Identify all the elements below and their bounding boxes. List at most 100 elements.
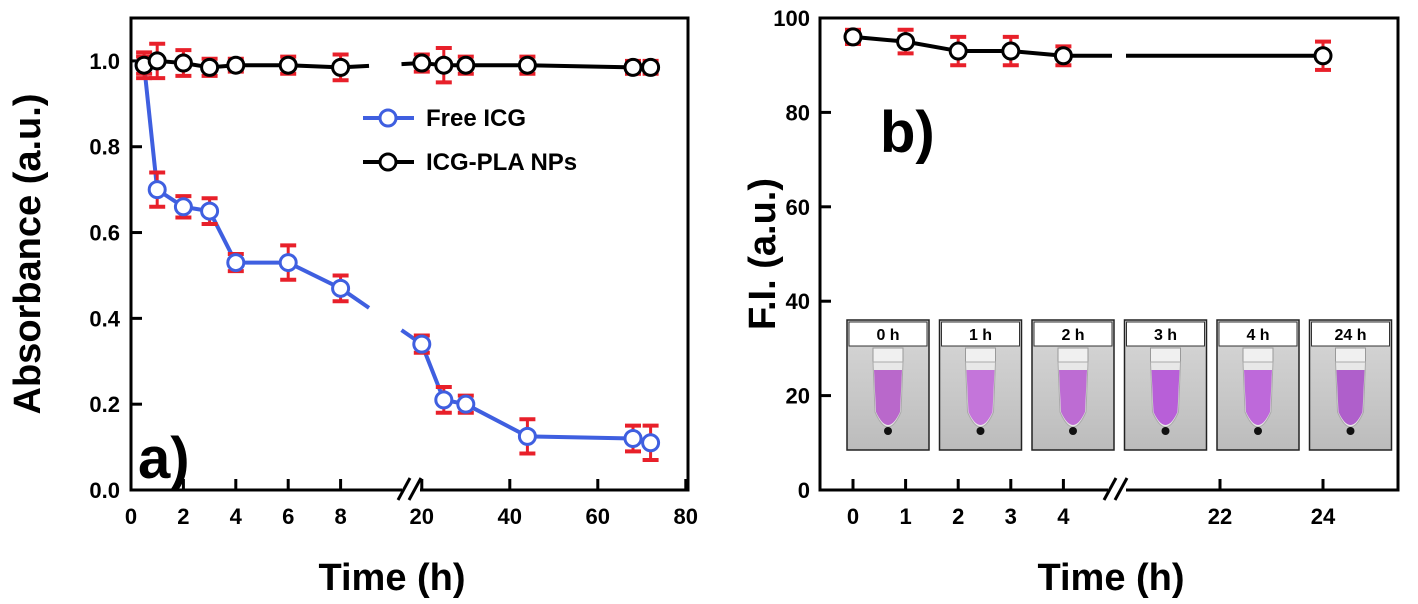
panel-a-y-ticks: 0.0 0.2 0.4 0.6 0.8 1.0: [89, 49, 142, 503]
data-point: [226, 55, 246, 75]
legend-label-free-icg: Free ICG: [426, 105, 526, 132]
y-tick-label: 1.0: [89, 49, 120, 74]
inset-tube-photo: 1 h: [938, 319, 1023, 451]
y-tick-label: 40: [786, 289, 810, 314]
data-point: [278, 253, 298, 273]
tube-liquid: [1059, 370, 1087, 425]
tube-pellet: [976, 427, 985, 435]
data-point: [641, 433, 661, 453]
tube-liquid: [874, 370, 902, 425]
data-point: [147, 180, 167, 200]
data-point: [1313, 46, 1333, 66]
panel-a-frame: [129, 16, 690, 492]
tube-pellet: [884, 427, 892, 435]
panel-b-axis-break-mark: [1113, 477, 1129, 501]
legend-marker-icg-pla-nps: [378, 152, 398, 172]
data-point: [948, 41, 968, 61]
y-tick-label: 20: [786, 384, 810, 409]
panel-a-axis-break-mark: [407, 477, 423, 501]
tube-label-box: [1218, 321, 1298, 347]
x-tick-label: 8: [334, 504, 346, 529]
y-tick-label: 0.0: [89, 478, 120, 503]
data-point: [200, 57, 220, 77]
inset-tube-photo: 4 h: [1216, 319, 1300, 451]
x-tick-label: 4: [1057, 504, 1070, 529]
data-point: [278, 55, 298, 75]
tube-liquid: [1151, 370, 1180, 425]
x-tick-label: 40: [498, 504, 522, 529]
data-point: [517, 55, 537, 75]
data-point: [412, 334, 432, 354]
y-tick-label: 0: [798, 478, 810, 503]
tube-label: 3 h: [1154, 327, 1177, 344]
x-tick-label: 6: [282, 504, 294, 529]
y-tick-label: 0.6: [89, 221, 120, 246]
panel-b: 0 20 40 60 80 100 0 1 2 3 4 22 24 0 h 1 h 2 h 3 h 4 h 24…: [742, 6, 1400, 599]
data-point: [412, 53, 432, 73]
legend-marker-free-icg: [378, 108, 398, 128]
data-point: [456, 394, 476, 414]
tube-cap: [1150, 347, 1181, 363]
data-point: [331, 278, 351, 298]
legend-label-icg-pla-nps: ICG-PLA NPs: [426, 149, 577, 176]
tube-label: 24 h: [1334, 327, 1366, 344]
data-point: [843, 27, 863, 47]
series-fi: [843, 27, 1333, 72]
tube-label: 0 h: [876, 327, 899, 344]
series-icg-pla-nps: [134, 41, 661, 85]
data-point: [641, 57, 661, 77]
panel-b-label: b): [880, 100, 935, 165]
data-point: [623, 57, 643, 77]
panel-a: 0.0 0.2 0.4 0.6 0.8 1.0 0 2 4 6 8 20 40 60 80 Time (h…: [7, 16, 698, 599]
x-tick-label: 2: [952, 504, 964, 529]
panel-a-x-ticks: 0 2 4 6 8 20 40 60 80: [125, 479, 698, 529]
series-line: [419, 343, 652, 445]
tube-label-box: [941, 321, 1020, 347]
y-tick-label: 100: [773, 6, 810, 31]
tube-pellet: [1346, 427, 1355, 435]
data-point: [434, 390, 454, 410]
tube-pellet: [1069, 427, 1077, 435]
panel-a-legend: Free ICG ICG-PLA NPs: [363, 105, 577, 176]
y-tick-label: 0.4: [89, 306, 120, 331]
panel-a-series: [134, 41, 661, 462]
tube-liquid: [1336, 370, 1365, 425]
x-tick-label: 80: [674, 504, 698, 529]
data-point: [623, 429, 643, 449]
panel-b-y-axis-title: F.I. (a.u.): [742, 178, 784, 330]
data-point: [173, 197, 193, 217]
tube-liquid: [966, 370, 995, 425]
tube-cap: [872, 347, 904, 363]
data-point: [173, 53, 193, 73]
tube-pellet: [1161, 427, 1170, 435]
data-point: [456, 55, 476, 75]
y-tick-label: 60: [786, 195, 810, 220]
panel-b-series: [843, 27, 1333, 72]
tube-label-box: [848, 321, 928, 347]
x-tick-label: 3: [1005, 504, 1017, 529]
panel-b-axis-break-mark: [1102, 477, 1118, 501]
tube-label: 2 h: [1061, 327, 1084, 344]
panel-a-axis-break-mark: [396, 477, 412, 501]
x-tick-label: 22: [1208, 504, 1232, 529]
inset-tube-photo: 24 h: [1308, 319, 1393, 451]
tube-label-box: [1311, 321, 1390, 347]
inset-tube-photo: 0 h: [846, 319, 930, 451]
data-point: [147, 51, 167, 71]
panel-b-inset-tubes: 0 h 1 h 2 h 3 h 4 h 24 h: [846, 319, 1393, 451]
tube-pellet: [1254, 427, 1262, 435]
inset-tube-photo: 2 h: [1031, 319, 1115, 451]
panel-b-x-ticks: 0 1 2 3 4 22 24: [847, 479, 1336, 529]
series-free-icg: [134, 50, 661, 462]
x-tick-label: 1: [899, 504, 911, 529]
tube-label-box: [1033, 321, 1113, 347]
y-tick-label: 80: [786, 100, 810, 125]
tube-cap: [1242, 347, 1274, 363]
y-tick-label: 0.2: [89, 392, 120, 417]
panel-a-label: a): [138, 426, 190, 491]
inset-tube-photo: 3 h: [1123, 319, 1208, 451]
x-tick-label: 20: [410, 504, 434, 529]
panel-a-x-axis-title: Time (h): [318, 557, 465, 599]
data-point: [434, 55, 454, 75]
